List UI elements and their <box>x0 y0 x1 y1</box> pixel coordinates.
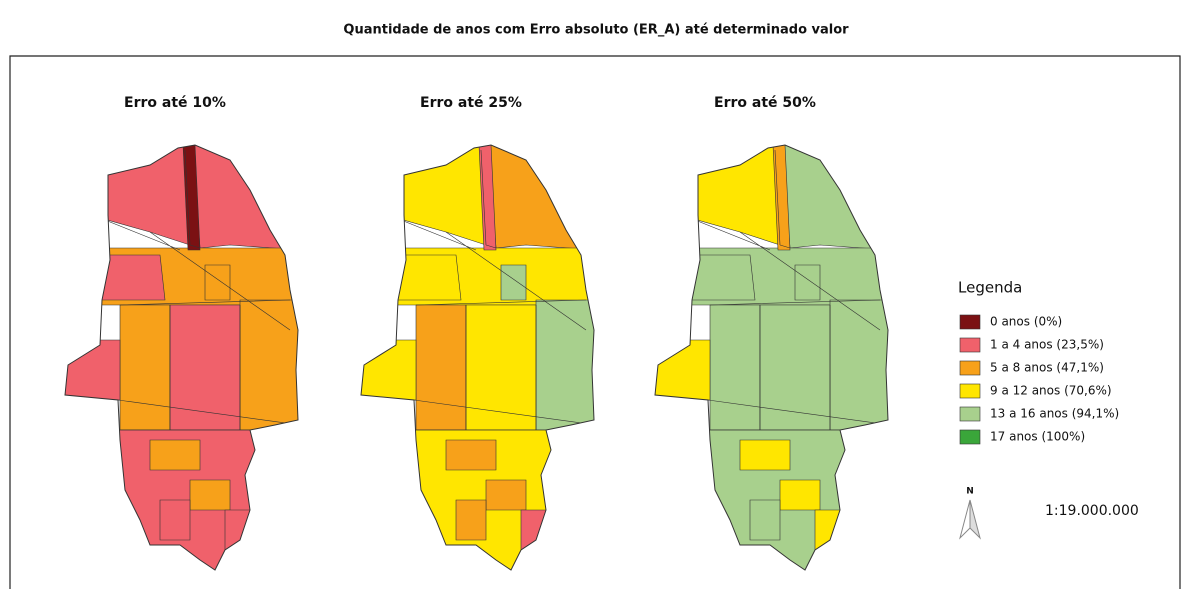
north-label: N <box>966 487 974 497</box>
region <box>415 304 467 431</box>
boundaries <box>99 149 298 431</box>
region <box>395 145 487 246</box>
region <box>485 479 527 511</box>
region <box>149 439 201 471</box>
region <box>781 145 888 251</box>
legend-label: 17 anos (100%) <box>990 430 1085 444</box>
figure-title: Quantidade de anos com Erro absoluto (ER… <box>343 23 849 38</box>
region <box>779 479 821 511</box>
map-title: Erro até 10% <box>124 95 226 111</box>
region <box>169 304 241 431</box>
region <box>465 304 537 431</box>
legend-label: 0 anos (0%) <box>990 315 1062 329</box>
region <box>204 264 231 301</box>
region <box>239 299 298 431</box>
north-arrow <box>959 499 981 540</box>
frame <box>9 55 1181 589</box>
region <box>455 499 487 541</box>
region <box>478 145 497 251</box>
region <box>487 145 594 251</box>
map-regions <box>655 145 888 570</box>
legend-title: Legenda <box>958 279 1022 297</box>
region <box>520 509 557 570</box>
region <box>749 499 781 541</box>
region <box>794 264 821 301</box>
region <box>814 509 851 570</box>
region <box>709 304 761 431</box>
legend-swatch <box>959 406 981 422</box>
scale-text: 1:19.000.000 <box>1045 503 1139 519</box>
legend-label: 5 a 8 anos (47,1%) <box>990 361 1104 375</box>
legend-swatch <box>959 360 981 376</box>
legend-label: 9 a 12 anos (70,6%) <box>990 384 1112 398</box>
boundaries <box>395 149 594 431</box>
map <box>64 144 299 571</box>
region <box>361 339 417 401</box>
map <box>654 144 889 571</box>
legend-swatch <box>959 383 981 399</box>
legend-swatch <box>959 314 981 330</box>
map-regions <box>65 145 298 570</box>
boundaries <box>689 149 888 431</box>
legend-swatch <box>959 429 981 445</box>
legend-label: 1 a 4 anos (23,5%) <box>990 338 1104 352</box>
map-title: Erro até 25% <box>420 95 522 111</box>
outline <box>360 144 595 571</box>
legend-swatch <box>959 337 981 353</box>
map <box>360 144 595 571</box>
region <box>191 145 298 251</box>
region <box>772 145 791 251</box>
region <box>65 339 121 401</box>
region <box>689 145 781 246</box>
legend-label: 13 a 16 anos (94,1%) <box>990 407 1119 421</box>
region <box>500 264 527 301</box>
outline <box>64 144 299 571</box>
region <box>224 509 261 570</box>
region <box>739 439 791 471</box>
region <box>119 304 171 431</box>
region <box>655 339 711 401</box>
region <box>182 145 201 251</box>
region <box>189 479 231 511</box>
region <box>99 145 191 246</box>
region <box>759 304 831 431</box>
map-title: Erro até 50% <box>714 95 816 111</box>
outline <box>654 144 889 571</box>
region <box>535 299 594 431</box>
map-regions <box>361 145 594 570</box>
region <box>829 299 888 431</box>
region <box>159 499 191 541</box>
region <box>445 439 497 471</box>
